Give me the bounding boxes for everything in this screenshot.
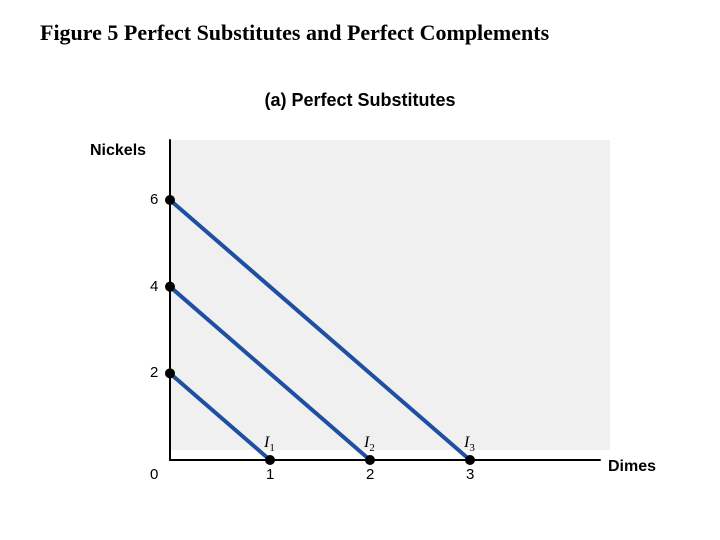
x-axis-label: Dimes [608,458,656,476]
x-tick-1: 1 [266,466,274,483]
y-axis-label: Nickels [90,142,146,160]
indifference-curve-1 [170,373,270,460]
curve-label-2: I2 [364,434,375,454]
x-tick-2: 2 [366,466,374,483]
y-tick-2: 2 [150,364,158,381]
curve-3-y-marker [165,195,175,205]
curve-3-x-marker [465,455,475,465]
y-tick-6: 6 [150,191,158,208]
origin-label: 0 [150,466,158,483]
indifference-curve-3 [170,200,470,460]
y-tick-4: 4 [150,278,158,295]
x-tick-3: 3 [466,466,474,483]
curve-label-1: I1 [264,434,275,454]
curve-1-x-marker [265,455,275,465]
curve-2-x-marker [365,455,375,465]
curve-1-y-marker [165,368,175,378]
curve-2-y-marker [165,282,175,292]
curve-label-3: I3 [464,434,475,454]
